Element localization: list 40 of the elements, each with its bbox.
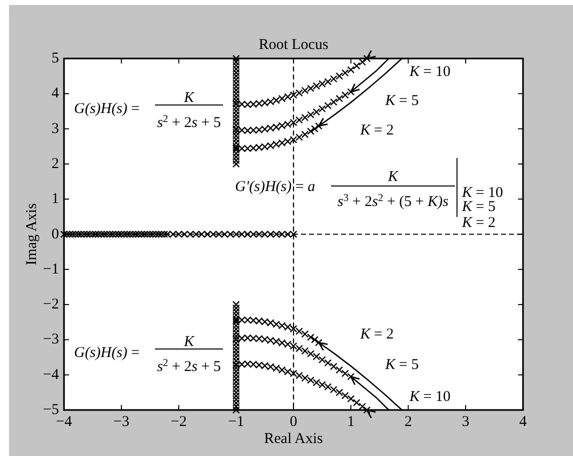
x-tick-label: −3 [113,414,130,430]
y-tick-label: 2 [52,156,59,172]
x-tick-label: 0 [290,414,298,430]
annotation: K = 10 [461,185,503,201]
annotation: G(s)H(s) = [74,101,140,117]
x-tick-label: −1 [228,414,244,430]
annotation: K = 5 [384,357,419,373]
annotation: K [182,334,195,350]
y-tick-label: 0 [52,226,59,242]
annotation: G(s)H(s) = [74,345,140,361]
y-tick-label: 3 [52,120,59,137]
x-axis-title: Real Axis [264,431,324,447]
y-tick-label: −5 [43,402,59,418]
y-tick-label: 5 [52,50,59,66]
annotation: s$^{3}$ + 2s$^{2}$ + (5 + K)s [338,192,449,210]
x-tick-label: 4 [519,414,528,430]
x-tick-label: 2 [404,414,412,430]
y-tick-label: −2 [43,296,59,313]
annotation: K = 10 [408,389,450,405]
annotation: G′(s)H(s) = a [235,179,316,195]
x-tick-label: 3 [462,414,470,430]
y-tick-label: 4 [52,86,60,102]
y-tick-label: −1 [43,261,59,278]
annotation: K = 5 [461,199,496,215]
annotation: K = 10 [408,64,450,80]
y-tick-label: −4 [43,366,60,383]
y-tick-label: 1 [52,191,59,208]
chart-title: Root Locus [258,37,328,53]
annotation: K = 2 [359,326,394,342]
annotation: K = 2 [359,122,394,138]
annotation: K [182,90,195,106]
x-tick-label: −2 [170,414,187,430]
y-tick-label: −3 [43,332,59,348]
y-axis-title: Imag Axis [24,203,40,266]
x-tick-label: 1 [347,414,355,430]
annotation: K [386,169,399,185]
annotation: K = 2 [461,215,496,231]
annotation: K = 5 [384,93,419,109]
annotation: s$^{2}$ + 2s + 5 [157,358,221,375]
annotation: s$^{2}$ + 2s + 5 [157,114,221,131]
